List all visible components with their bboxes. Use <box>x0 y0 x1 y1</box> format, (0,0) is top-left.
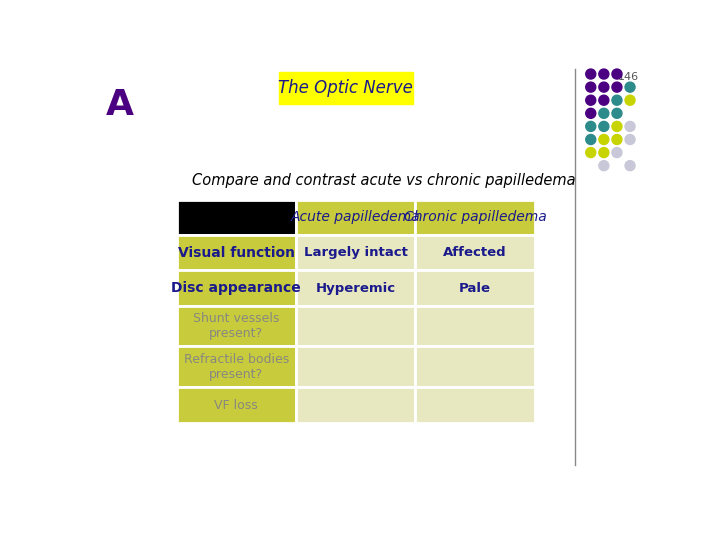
Circle shape <box>599 134 609 145</box>
Circle shape <box>586 147 595 158</box>
Circle shape <box>625 95 635 105</box>
Circle shape <box>599 95 609 105</box>
Circle shape <box>612 82 622 92</box>
Bar <box>296 387 415 423</box>
Circle shape <box>599 161 609 171</box>
Circle shape <box>599 147 609 158</box>
Circle shape <box>612 95 622 105</box>
Circle shape <box>586 134 595 145</box>
Circle shape <box>612 69 622 79</box>
Text: Compare and contrast acute vs chronic papilledema: Compare and contrast acute vs chronic pa… <box>192 173 575 188</box>
Circle shape <box>625 122 635 131</box>
Circle shape <box>586 95 595 105</box>
Text: Shunt vessels
present?: Shunt vessels present? <box>193 312 279 340</box>
Bar <box>176 200 296 235</box>
FancyBboxPatch shape <box>279 72 413 104</box>
Bar <box>296 200 415 235</box>
Bar <box>296 346 415 387</box>
Circle shape <box>599 109 609 118</box>
Circle shape <box>625 134 635 145</box>
Circle shape <box>612 147 622 158</box>
Text: VF loss: VF loss <box>215 399 258 411</box>
Bar <box>415 306 534 346</box>
Circle shape <box>586 69 595 79</box>
Circle shape <box>612 122 622 131</box>
Text: The Optic Nerve: The Optic Nerve <box>279 79 413 97</box>
Bar <box>415 346 534 387</box>
Bar <box>415 235 534 271</box>
Bar <box>415 387 534 423</box>
Circle shape <box>586 82 595 92</box>
Text: Affected: Affected <box>443 246 507 259</box>
Circle shape <box>625 82 635 92</box>
Text: Refractile bodies
present?: Refractile bodies present? <box>184 353 289 381</box>
Bar <box>176 387 296 423</box>
Circle shape <box>599 122 609 131</box>
Bar <box>176 346 296 387</box>
Circle shape <box>612 134 622 145</box>
Circle shape <box>599 69 609 79</box>
Circle shape <box>586 122 595 131</box>
Text: Chronic papilledema: Chronic papilledema <box>403 210 546 224</box>
Bar <box>176 306 296 346</box>
Text: Largely intact: Largely intact <box>304 246 408 259</box>
Bar <box>296 235 415 271</box>
Text: 146: 146 <box>617 72 639 83</box>
Circle shape <box>599 82 609 92</box>
Bar <box>296 306 415 346</box>
Text: Disc appearance: Disc appearance <box>171 281 301 295</box>
Text: Hyperemic: Hyperemic <box>315 281 395 295</box>
Bar <box>296 271 415 306</box>
Circle shape <box>586 109 595 118</box>
Circle shape <box>625 161 635 171</box>
Text: Pale: Pale <box>459 281 491 295</box>
Bar <box>176 235 296 271</box>
Text: A: A <box>106 88 134 122</box>
Text: Visual function: Visual function <box>178 246 294 260</box>
Bar <box>415 200 534 235</box>
Bar <box>415 271 534 306</box>
Circle shape <box>612 109 622 118</box>
Text: Acute papilledema: Acute papilledema <box>291 210 420 224</box>
Bar <box>176 271 296 306</box>
